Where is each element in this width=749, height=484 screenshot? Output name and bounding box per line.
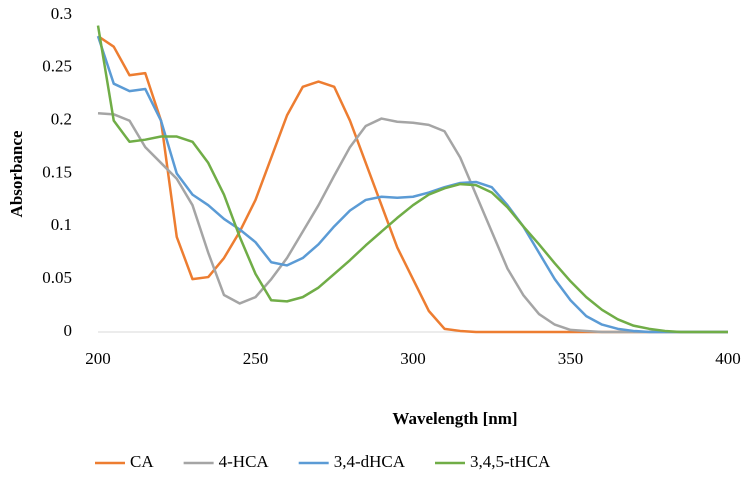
legend-label: 3,4-dHCA — [334, 452, 406, 471]
x-tick-label: 350 — [558, 349, 584, 368]
y-tick-label: 0.3 — [51, 4, 72, 23]
data-line — [96, 35, 728, 334]
legend-label: 3,4,5-tHCA — [470, 452, 551, 471]
y-tick-label: 0.05 — [42, 268, 72, 287]
x-tick-label: 250 — [243, 349, 269, 368]
y-tick-label: 0.15 — [42, 162, 72, 181]
legend-label: CA — [130, 452, 154, 471]
y-tick-label: 0.2 — [51, 110, 72, 129]
data-line — [97, 112, 728, 334]
data-line — [96, 25, 728, 334]
x-tick-label: 300 — [400, 349, 426, 368]
data-line — [97, 35, 728, 334]
y-axis-label: Absorbance — [7, 130, 26, 217]
legend-label: 4-HCA — [219, 452, 270, 471]
x-axis-label: Wavelength [nm] — [392, 409, 517, 428]
x-tick-label: 200 — [85, 349, 111, 368]
y-tick-label: 0 — [64, 321, 73, 340]
x-tick-label: 400 — [715, 349, 741, 368]
y-tick-label: 0.25 — [42, 57, 72, 76]
y-tick-label: 0.1 — [51, 215, 72, 234]
